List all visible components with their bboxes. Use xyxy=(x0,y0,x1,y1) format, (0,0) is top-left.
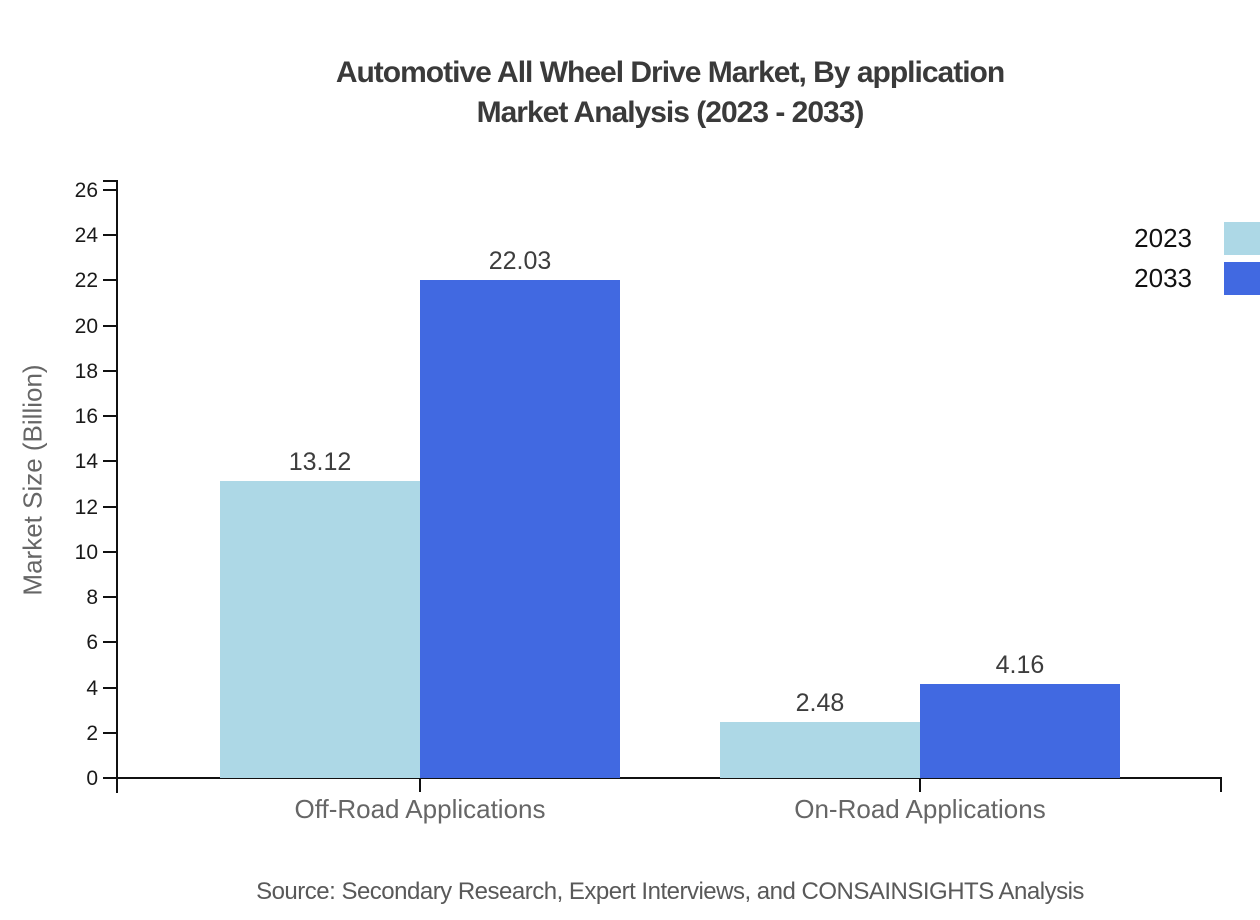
y-axis-tick xyxy=(103,324,118,327)
chart-title-line1: Automotive All Wheel Drive Market, By ap… xyxy=(335,56,1005,89)
legend-label: 2023 xyxy=(1134,223,1192,253)
x-axis-end-tick xyxy=(1220,779,1222,792)
legend-swatch xyxy=(1224,262,1260,295)
y-axis-tick xyxy=(103,686,118,689)
y-axis-tick-label: 10 xyxy=(74,540,98,564)
y-axis-tick xyxy=(103,189,118,191)
x-axis-category-tick xyxy=(419,779,421,792)
y-axis-tick xyxy=(103,415,118,418)
y-axis-tick xyxy=(103,369,118,372)
y-axis-tick xyxy=(103,731,118,734)
y-axis-tick xyxy=(103,777,118,779)
bar-2023-on-road xyxy=(720,721,920,778)
y-axis-tick xyxy=(103,641,118,644)
bar-2023-off-road xyxy=(220,481,420,778)
x-axis-category-label: On-Road Applications xyxy=(794,794,1046,824)
source-note: Source: Secondary Research, Expert Inter… xyxy=(256,878,1084,905)
y-axis-tick-label: 6 xyxy=(86,631,98,655)
y-axis-tick xyxy=(103,279,118,282)
bar-2033-off-road xyxy=(420,279,620,778)
y-axis-tick-label: 2 xyxy=(86,721,98,745)
y-axis-tick xyxy=(103,550,118,553)
chart-title-line2: Market Analysis (2023 - 2033) xyxy=(476,96,865,129)
y-axis-tick-label: 22 xyxy=(74,269,98,293)
chart-title: Automotive All Wheel Drive Market, By ap… xyxy=(80,53,1260,133)
legend-label: 2033 xyxy=(1134,263,1192,293)
x-axis-line xyxy=(116,777,1222,779)
y-axis-tick-label: 16 xyxy=(74,405,98,429)
y-axis-tick-label: 26 xyxy=(74,179,98,202)
y-axis-tick-label: 4 xyxy=(86,676,98,700)
y-axis-tick xyxy=(103,596,118,599)
y-axis-tick-label: 0 xyxy=(86,767,98,790)
x-axis-category-tick xyxy=(919,779,921,792)
legend-item-2033: 2033 xyxy=(1134,262,1260,295)
y-axis-tick-label: 14 xyxy=(74,450,98,474)
y-axis-tick xyxy=(103,460,118,463)
y-axis-tick-label: 20 xyxy=(74,314,98,338)
y-axis-tick xyxy=(103,505,118,508)
y-axis-tick-label: 18 xyxy=(74,359,98,383)
y-axis-tick-label: 12 xyxy=(74,495,98,519)
y-axis-top-cap-tick xyxy=(103,180,118,182)
bar-value-label: 4.16 xyxy=(995,650,1045,679)
y-axis-line xyxy=(116,180,118,793)
legend-swatch xyxy=(1224,222,1260,255)
y-axis-tick xyxy=(103,234,118,237)
x-axis-category-label: Off-Road Applications xyxy=(294,794,546,824)
bar-value-label: 2.48 xyxy=(795,688,845,717)
bar-2033-on-road xyxy=(920,683,1120,778)
y-axis-tick-label: 24 xyxy=(74,224,98,248)
bar-value-label: 22.03 xyxy=(488,246,552,275)
legend-item-2023: 2023 xyxy=(1134,222,1260,255)
y-axis-tick-label: 8 xyxy=(86,586,98,610)
bar-value-label: 13.12 xyxy=(288,448,352,477)
